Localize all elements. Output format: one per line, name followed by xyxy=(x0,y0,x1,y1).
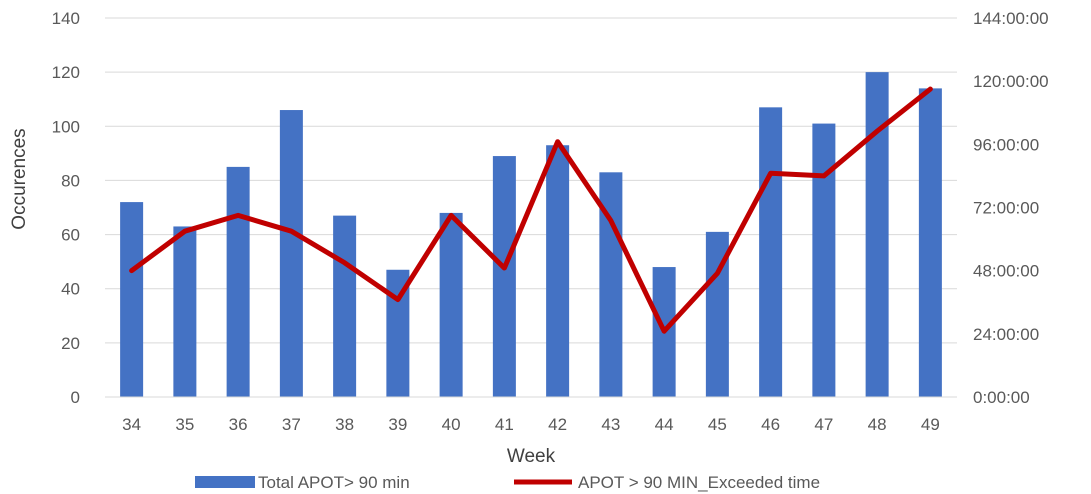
bar xyxy=(120,202,144,397)
line-point xyxy=(610,220,612,222)
x-tick-label: 42 xyxy=(548,415,567,434)
bar xyxy=(705,231,729,397)
bar xyxy=(865,72,889,398)
x-tick-label: 48 xyxy=(868,415,887,434)
line-point xyxy=(184,230,186,232)
line-point xyxy=(290,230,292,232)
x-tick-label: 45 xyxy=(708,415,727,434)
bar xyxy=(439,212,463,397)
line-point xyxy=(770,172,772,174)
x-tick-label: 44 xyxy=(655,415,674,434)
line-point xyxy=(663,330,665,332)
x-tick-label: 39 xyxy=(388,415,407,434)
line-point xyxy=(397,299,399,301)
y2-tick-label: 120:00:00 xyxy=(973,72,1049,91)
line-point xyxy=(131,270,133,272)
y2-tick-label: 72:00:00 xyxy=(973,199,1039,218)
x-tick-label: 37 xyxy=(282,415,301,434)
x-tick-label: 43 xyxy=(601,415,620,434)
legend-bar-swatch xyxy=(195,476,255,488)
line-series xyxy=(129,86,933,334)
bar xyxy=(279,110,303,398)
y2-tick-label: 144:00:00 xyxy=(973,9,1049,28)
line-point xyxy=(237,214,239,216)
y-tick-label: 0 xyxy=(71,388,80,407)
y-tick-label: 60 xyxy=(61,226,80,245)
bar xyxy=(226,166,250,397)
x-tick-label: 36 xyxy=(229,415,248,434)
bar xyxy=(173,226,197,397)
x-tick-label: 38 xyxy=(335,415,354,434)
line-point xyxy=(876,130,878,132)
right-axis-ticks: 0:00:00 24:00:00 48:00:00 72:00:00 96:00:00 1… xyxy=(973,9,1049,407)
bar xyxy=(759,107,783,397)
line-point xyxy=(823,175,825,177)
line-point xyxy=(450,214,452,216)
x-tick-label: 34 xyxy=(122,415,141,434)
line-point xyxy=(557,141,559,143)
y2-tick-label: 96:00:00 xyxy=(973,135,1039,154)
x-tick-label: 40 xyxy=(442,415,461,434)
line-point xyxy=(716,272,718,274)
y2-tick-label: 48:00:00 xyxy=(973,262,1039,281)
line-point xyxy=(503,267,505,269)
legend: Total APOT> 90 min APOT > 90 MIN_Exceede… xyxy=(195,473,820,492)
legend-line-label: APOT > 90 MIN_Exceeded time xyxy=(578,473,820,492)
left-axis-ticks: 0 20 40 60 80 100 120 140 xyxy=(52,9,80,407)
x-tick-label: 35 xyxy=(175,415,194,434)
y-tick-label: 140 xyxy=(52,9,80,28)
y-tick-label: 120 xyxy=(52,63,80,82)
bar xyxy=(386,269,410,397)
bar xyxy=(918,88,942,397)
y-tick-label: 80 xyxy=(61,171,80,190)
y2-tick-label: 24:00:00 xyxy=(973,325,1039,344)
bar xyxy=(812,123,836,397)
x-tick-label: 46 xyxy=(761,415,780,434)
y-tick-label: 40 xyxy=(61,280,80,299)
y-tick-label: 20 xyxy=(61,334,80,353)
x-axis-ticks: 34 35 36 37 38 39 40 41 42 43 44 45 46 47 48 49 xyxy=(122,415,940,434)
y2-tick-label: 0:00:00 xyxy=(973,388,1030,407)
y-axis-title: Occurences xyxy=(9,128,30,229)
legend-bar-label: Total APOT> 90 min xyxy=(258,473,410,492)
line-point xyxy=(929,88,931,90)
bar xyxy=(492,156,516,397)
y-tick-label: 100 xyxy=(52,117,80,136)
x-tick-label: 49 xyxy=(921,415,940,434)
line-point xyxy=(344,262,346,264)
x-tick-label: 47 xyxy=(814,415,833,434)
line-path xyxy=(129,86,933,334)
x-axis-title: Week xyxy=(507,446,556,467)
bar xyxy=(333,215,357,397)
x-tick-label: 41 xyxy=(495,415,514,434)
bar xyxy=(546,145,570,397)
